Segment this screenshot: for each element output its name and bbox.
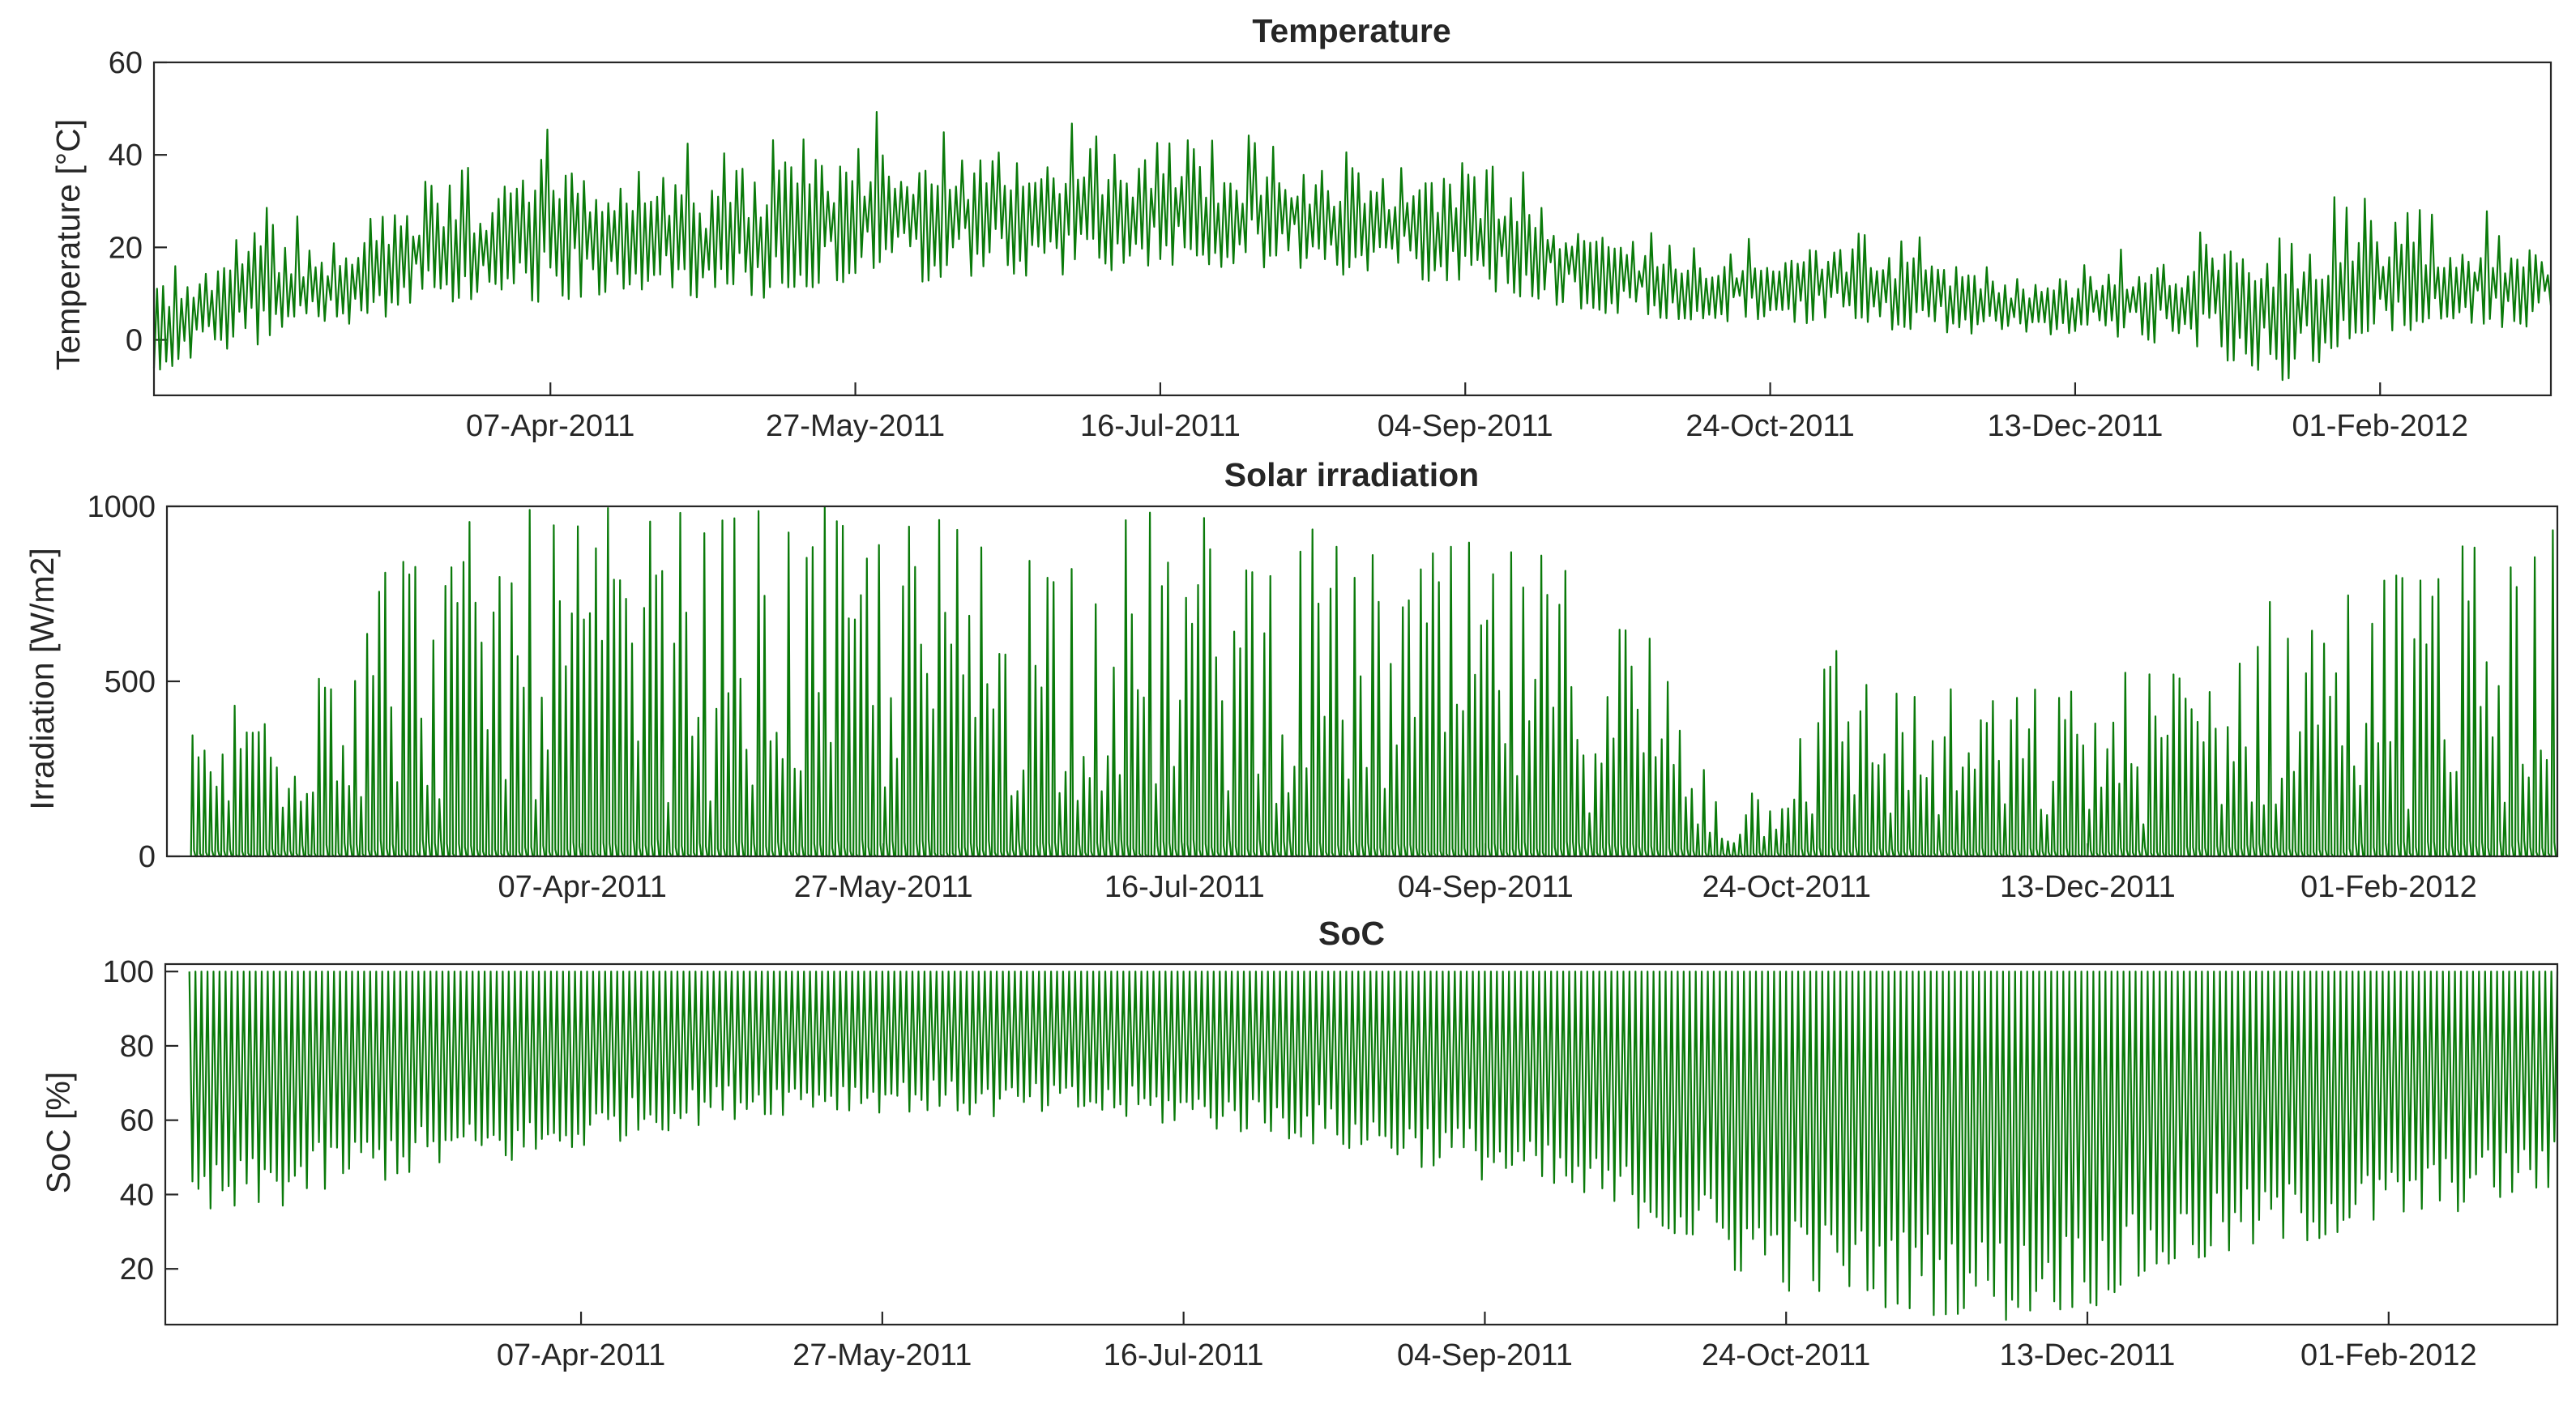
y-tick-label: 80 [120, 1030, 154, 1064]
x-tick-label: 13-Dec-2011 [2000, 870, 2176, 904]
x-tick-label: 24-Oct-2011 [1702, 870, 1871, 904]
y-ticks: 0 500 1000 [87, 490, 180, 874]
x-tick-label: 01-Feb-2012 [2292, 409, 2468, 443]
x-tick-label: 13-Dec-2011 [1987, 409, 2163, 443]
x-ticks: 07-Apr-2011 27-May-2011 16-Jul-2011 04-Sep-… [466, 382, 2468, 443]
x-tick-label: 16-Jul-2011 [1104, 1338, 1264, 1372]
soc-series-line [188, 971, 2559, 1321]
x-tick-label: 13-Dec-2011 [2000, 1338, 2176, 1372]
x-tick-label: 01-Feb-2012 [2300, 1338, 2477, 1372]
panel-title: Temperature [1252, 12, 1450, 49]
axes-frame [164, 962, 2559, 1326]
panel-title: Solar irradiation [1224, 456, 1479, 493]
y-axis-label: Irradiation [W/m2] [23, 548, 61, 810]
axes-frame [152, 61, 2553, 397]
y-ticks: 20 40 60 80 100 [103, 955, 178, 1287]
plot-area [154, 62, 2551, 395]
y-tick-label: 60 [109, 46, 143, 80]
y-tick-label: 0 [139, 840, 156, 874]
x-ticks: 07-Apr-2011 27-May-2011 16-Jul-2011 04-Sep-… [498, 843, 2477, 904]
x-ticks: 07-Apr-2011 27-May-2011 16-Jul-2011 04-Sep-… [497, 1312, 2477, 1372]
x-tick-label: 27-May-2011 [766, 409, 945, 443]
y-tick-label: 40 [109, 139, 143, 173]
y-axis-label: Temperature [°C] [49, 119, 87, 370]
y-tick-label: 100 [103, 955, 154, 989]
x-tick-label: 04-Sep-2011 [1398, 870, 1574, 904]
y-tick-label: 1000 [87, 490, 156, 524]
x-tick-label: 07-Apr-2011 [497, 1338, 665, 1372]
x-tick-label: 01-Feb-2012 [2300, 870, 2477, 904]
y-tick-label: 60 [120, 1104, 154, 1138]
axes-frame [165, 505, 2559, 858]
x-tick-label: 16-Jul-2011 [1080, 409, 1241, 443]
x-tick-label: 16-Jul-2011 [1104, 870, 1265, 904]
x-tick-label: 27-May-2011 [792, 1338, 972, 1372]
temperature-series-line [152, 111, 2553, 382]
y-tick-label: 20 [120, 1253, 154, 1287]
soc-panel: SoC SoC [%] 07-Apr-2011 27-May-2011 16-Jul… [40, 915, 2559, 1372]
x-tick-label: 27-May-2011 [794, 870, 973, 904]
y-tick-label: 20 [109, 231, 143, 265]
y-tick-label: 500 [105, 665, 156, 699]
irradiation-panel: Solar irradiation Irradiation [W/m2] 07-… [23, 456, 2559, 904]
x-tick-label: 07-Apr-2011 [466, 409, 634, 443]
x-tick-label: 24-Oct-2011 [1685, 409, 1854, 443]
x-tick-label: 24-Oct-2011 [1702, 1338, 1870, 1372]
x-tick-label: 07-Apr-2011 [498, 870, 667, 904]
y-tick-label: 40 [120, 1178, 154, 1212]
temperature-panel: Temperature Temperature [°C] 07-Apr-2011… [49, 12, 2553, 443]
x-tick-label: 04-Sep-2011 [1397, 1338, 1573, 1372]
irradiation-series-line [190, 506, 2557, 858]
y-axis-label: SoC [%] [40, 1072, 77, 1193]
x-tick-label: 04-Sep-2011 [1378, 409, 1553, 443]
y-tick-label: 0 [126, 324, 143, 358]
panel-title: SoC [1318, 915, 1385, 952]
